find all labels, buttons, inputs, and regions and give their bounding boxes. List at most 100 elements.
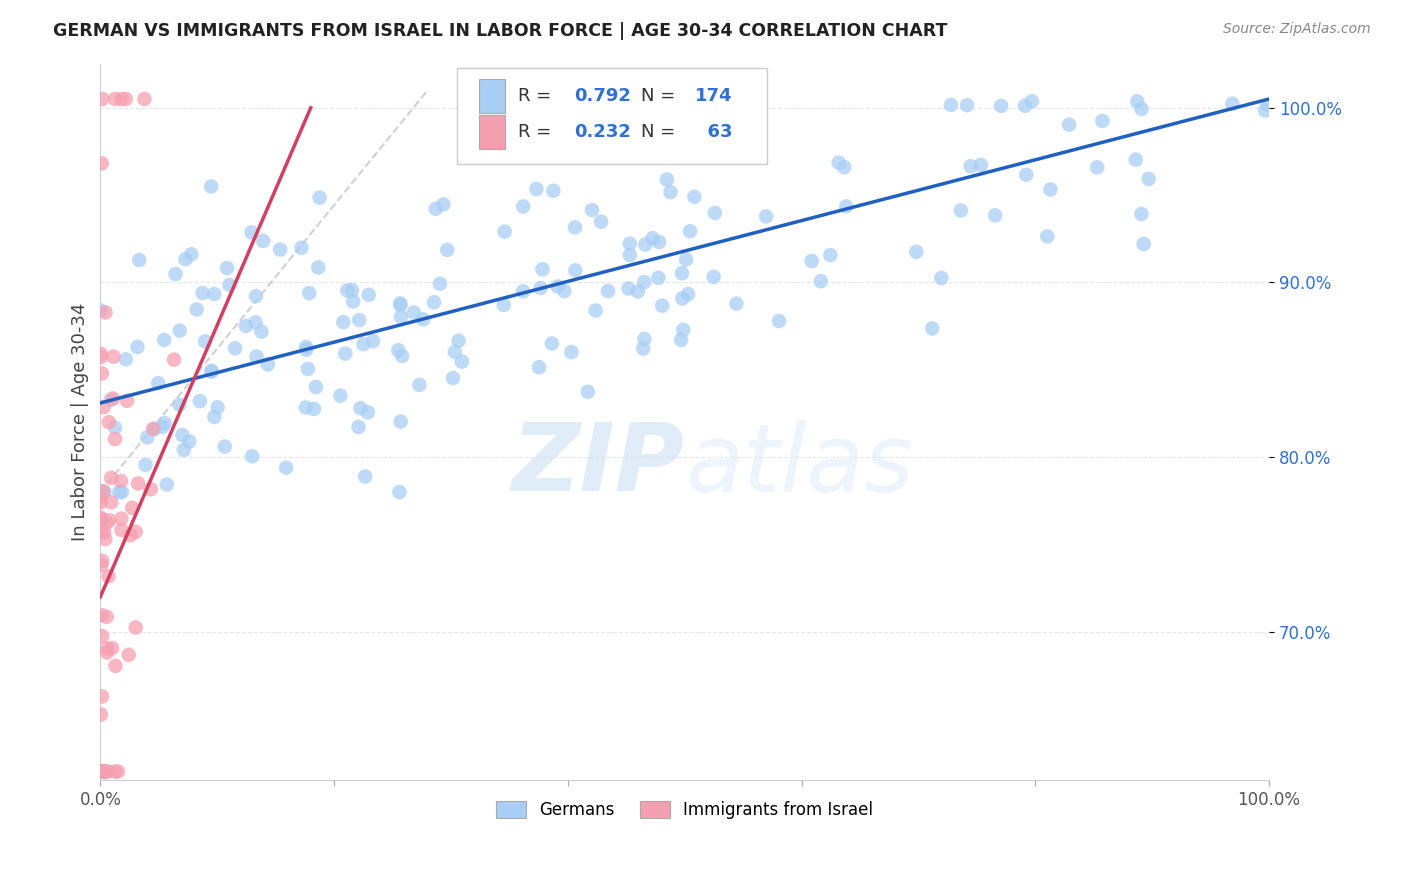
Germans bbox=[169, 324, 191, 338]
Germans bbox=[676, 287, 699, 301]
Immigrants from Israel bbox=[101, 640, 124, 655]
Germans bbox=[596, 284, 619, 298]
Immigrants from Israel bbox=[91, 367, 114, 381]
Germans bbox=[143, 422, 166, 436]
Germans bbox=[214, 440, 236, 454]
Immigrants from Israel bbox=[90, 764, 112, 779]
Germans bbox=[224, 341, 246, 355]
Germans bbox=[800, 254, 823, 268]
Germans bbox=[617, 281, 640, 295]
Germans bbox=[153, 416, 176, 430]
Germans bbox=[347, 313, 370, 327]
Immigrants from Israel bbox=[127, 476, 149, 491]
Immigrants from Israel bbox=[94, 305, 117, 319]
Immigrants from Israel bbox=[91, 484, 114, 499]
Germans bbox=[827, 155, 849, 169]
Immigrants from Israel bbox=[121, 500, 143, 515]
Germans bbox=[100, 392, 122, 407]
Germans bbox=[1015, 168, 1038, 182]
Germans bbox=[180, 247, 202, 261]
Immigrants from Israel bbox=[104, 658, 127, 673]
Immigrants from Israel bbox=[90, 764, 112, 779]
Immigrants from Israel bbox=[90, 511, 112, 525]
Germans bbox=[295, 343, 318, 357]
Immigrants from Israel bbox=[90, 347, 112, 361]
Immigrants from Israel bbox=[125, 620, 148, 634]
Germans bbox=[200, 179, 222, 194]
Germans bbox=[492, 298, 515, 312]
Germans bbox=[564, 220, 586, 235]
Germans bbox=[1021, 95, 1043, 109]
Germans bbox=[627, 285, 650, 299]
Germans bbox=[295, 401, 318, 415]
Germans bbox=[307, 260, 329, 275]
Germans bbox=[634, 237, 657, 252]
Germans bbox=[531, 262, 554, 277]
Germans bbox=[553, 284, 575, 298]
Germans bbox=[768, 314, 790, 328]
Germans bbox=[541, 336, 564, 351]
Germans bbox=[173, 442, 195, 457]
Immigrants from Israel bbox=[91, 608, 114, 623]
Germans bbox=[527, 360, 550, 375]
Immigrants from Israel bbox=[90, 764, 112, 779]
Germans bbox=[1057, 118, 1080, 132]
Germans bbox=[174, 252, 197, 267]
Germans bbox=[1014, 99, 1036, 113]
Germans bbox=[297, 362, 319, 376]
Immigrants from Israel bbox=[134, 92, 156, 106]
Germans bbox=[939, 98, 962, 112]
Germans bbox=[389, 296, 412, 310]
Germans bbox=[560, 345, 582, 359]
Germans bbox=[200, 364, 222, 378]
Germans bbox=[207, 401, 229, 415]
Immigrants from Israel bbox=[139, 482, 162, 496]
Germans bbox=[1126, 95, 1149, 109]
Germans bbox=[169, 398, 191, 412]
Germans bbox=[179, 434, 201, 449]
Immigrants from Israel bbox=[90, 558, 112, 573]
Text: 0.792: 0.792 bbox=[574, 87, 630, 105]
Germans bbox=[436, 243, 458, 257]
Immigrants from Israel bbox=[91, 629, 114, 643]
Germans bbox=[671, 292, 693, 306]
Germans bbox=[389, 298, 412, 312]
Germans bbox=[619, 248, 641, 262]
Germans bbox=[354, 469, 377, 483]
Germans bbox=[832, 160, 855, 174]
Immigrants from Israel bbox=[91, 764, 114, 779]
Germans bbox=[329, 389, 352, 403]
Immigrants from Israel bbox=[90, 495, 112, 509]
Immigrants from Israel bbox=[90, 156, 112, 170]
Germans bbox=[188, 394, 211, 409]
Text: ZIP: ZIP bbox=[512, 419, 685, 511]
Germans bbox=[1039, 182, 1062, 196]
Immigrants from Israel bbox=[110, 523, 132, 537]
Germans bbox=[633, 332, 655, 346]
Germans bbox=[391, 349, 413, 363]
Germans bbox=[949, 203, 972, 218]
Germans bbox=[1036, 229, 1059, 244]
Immigrants from Israel bbox=[96, 610, 118, 624]
Germans bbox=[905, 244, 928, 259]
Germans bbox=[526, 182, 548, 196]
Germans bbox=[671, 266, 693, 280]
Germans bbox=[810, 274, 832, 288]
Germans bbox=[648, 235, 671, 249]
Immigrants from Israel bbox=[101, 392, 124, 406]
Germans bbox=[240, 450, 263, 464]
Immigrants from Israel bbox=[104, 92, 127, 106]
Germans bbox=[432, 197, 454, 211]
Germans bbox=[755, 210, 778, 224]
Immigrants from Israel bbox=[90, 707, 112, 722]
Germans bbox=[308, 191, 330, 205]
Germans bbox=[389, 415, 412, 429]
Germans bbox=[172, 428, 194, 442]
Germans bbox=[148, 376, 170, 391]
Germans bbox=[1125, 153, 1147, 167]
Immigrants from Israel bbox=[100, 495, 122, 509]
Germans bbox=[252, 234, 274, 248]
Germans bbox=[959, 159, 981, 173]
Immigrants from Israel bbox=[163, 352, 186, 367]
Immigrants from Israel bbox=[94, 532, 117, 546]
